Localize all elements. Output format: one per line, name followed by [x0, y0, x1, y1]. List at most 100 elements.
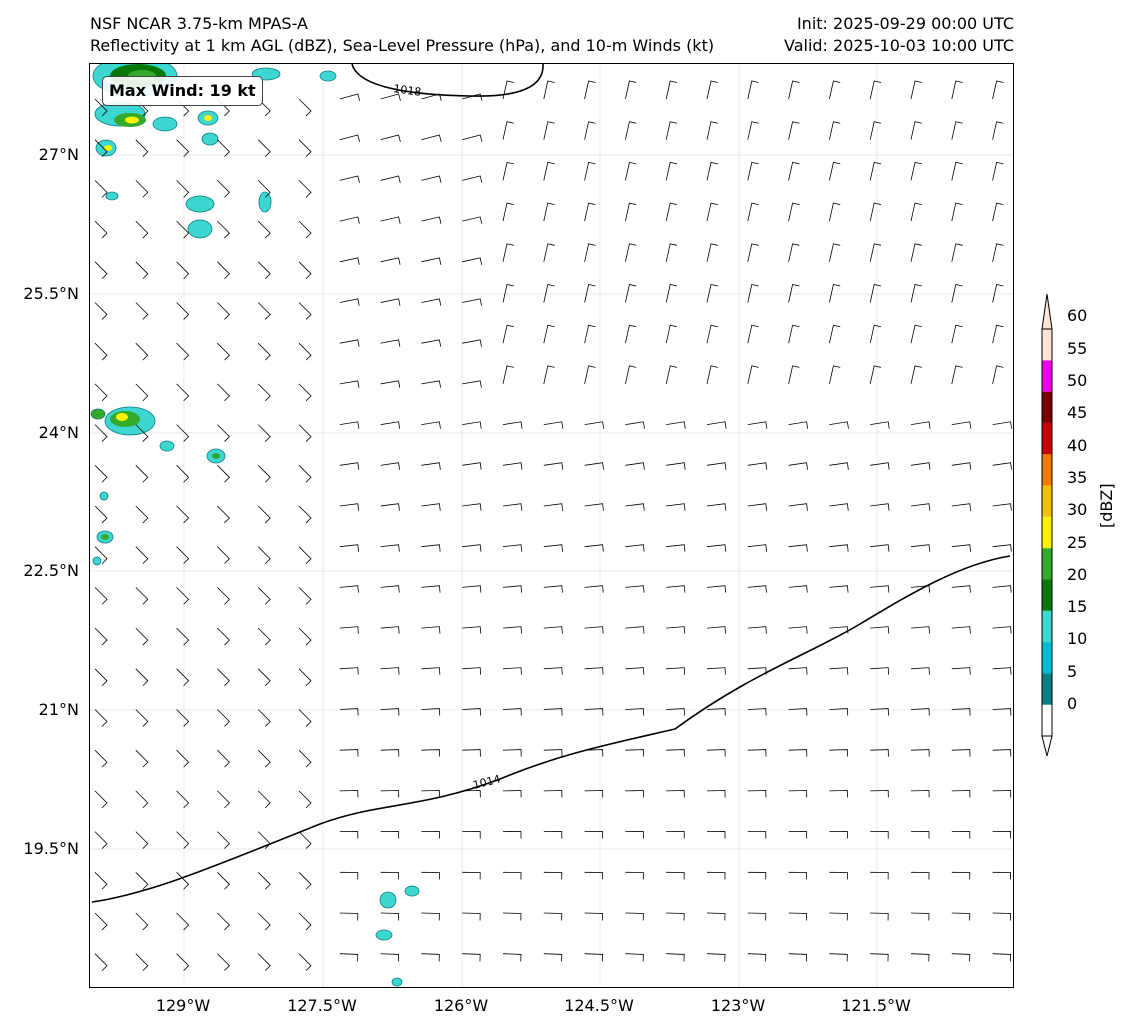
wind-barb: [298, 912, 312, 931]
wind-barb: [951, 284, 963, 303]
wind-barb: [94, 627, 108, 646]
wind-barb: [421, 339, 442, 347]
wind-barb: [217, 790, 230, 809]
colorbar-segment: [1042, 422, 1052, 455]
wind-barb: [706, 462, 727, 470]
colorbar-tick-label: 35: [1067, 467, 1088, 487]
wind-barb: [951, 161, 963, 181]
wind-barb: [217, 831, 230, 849]
wind-barb: [217, 668, 230, 687]
wind-barb: [543, 749, 563, 757]
wind-barb: [992, 324, 1004, 344]
wind-barb: [747, 202, 759, 222]
wind-barb: [217, 749, 230, 768]
wind-barb: [543, 161, 555, 181]
wind-barb: [339, 93, 361, 101]
wind-barb: [666, 462, 686, 470]
wind-barb: [421, 257, 442, 265]
wind-barb: [788, 912, 808, 921]
wind-barb: [135, 220, 149, 239]
wind-barb: [625, 324, 637, 344]
wind-barb: [666, 871, 685, 880]
wind-barb: [910, 202, 922, 222]
wind-barb: [951, 667, 971, 675]
reflectivity-echoes: [90, 64, 420, 987]
wind-barb: [339, 871, 359, 880]
wind-barb: [910, 585, 931, 593]
wind-barb: [176, 749, 190, 768]
wind-barb: [94, 98, 108, 117]
wind-barb: [502, 749, 522, 757]
wind-barb: [910, 161, 922, 181]
colorbar-tick-label: 10: [1067, 629, 1088, 649]
wind-barb: [625, 831, 644, 839]
wind-barb: [992, 626, 1012, 634]
wind-barb: [543, 831, 563, 839]
lat-label: 19.5°N: [23, 839, 79, 858]
max-wind-badge: Max Wind: 19 kt: [102, 76, 263, 106]
wind-barb: [747, 80, 759, 100]
colorbar-unit-label: [dBZ]: [1097, 483, 1116, 528]
wind-barb: [992, 243, 1004, 262]
wind-barb: [829, 161, 841, 181]
wind-barb: [257, 424, 271, 442]
wind-barb: [94, 505, 108, 524]
wind-barb: [421, 175, 442, 183]
wind-barb: [94, 220, 108, 239]
wind-barb: [666, 831, 685, 839]
wind-barb: [706, 80, 718, 100]
colorbar-segment: [1042, 704, 1052, 736]
wind-barb: [135, 546, 149, 564]
wind-barb: [135, 872, 149, 890]
wind-barb: [380, 462, 400, 470]
wind-barb: [176, 546, 190, 564]
wind-barb: [502, 912, 522, 921]
wind-barb: [747, 503, 768, 511]
wind-barb: [788, 585, 808, 593]
wind-barb: [665, 243, 678, 262]
wind-barb: [910, 953, 930, 962]
lat-label: 24°N: [38, 423, 79, 442]
wind-barb: [339, 257, 360, 265]
wind-barb: [992, 749, 1012, 757]
wind-barb: [421, 134, 442, 142]
wind-barb: [380, 134, 401, 142]
wind-barb: [380, 175, 401, 183]
wind-barb: [910, 80, 922, 100]
wind-barb: [502, 365, 514, 384]
wind-barb: [176, 302, 190, 320]
wind-barb: [543, 243, 555, 262]
wind-barb: [339, 831, 359, 839]
wind-barb: [257, 139, 271, 157]
wind-barb: [298, 465, 312, 483]
wind-barb: [706, 161, 718, 181]
colorbar-tick-label: 40: [1067, 435, 1088, 455]
wind-barb: [339, 134, 360, 142]
wind-barb: [829, 912, 848, 921]
wind-barb: [870, 871, 889, 880]
wind-barb: [829, 544, 849, 552]
wind-barb: [421, 462, 441, 470]
wind-barb: [298, 587, 312, 605]
colorbar-segment: [1042, 329, 1052, 361]
wind-barb: [992, 462, 1012, 470]
wind-barb: [502, 544, 523, 552]
wind-barb: [665, 161, 678, 181]
wind-barb: [788, 790, 808, 798]
wind-barb: [176, 505, 190, 524]
wind-barb: [543, 790, 563, 798]
wind-barb: [666, 585, 686, 593]
wind-barb: [706, 544, 727, 552]
wind-barb: [869, 121, 882, 140]
wind-barb: [951, 365, 963, 384]
wind-barb: [829, 585, 849, 593]
wind-barb: [217, 302, 230, 320]
wind-barb: [992, 80, 1004, 100]
lon-label: 123°W: [710, 996, 766, 1015]
wind-barb: [666, 544, 686, 552]
wind-barb: [747, 626, 767, 634]
wind-barb: [176, 220, 190, 239]
wind-barb: [665, 324, 678, 344]
wind-barb: [298, 831, 312, 849]
wind-barb: [217, 912, 230, 931]
